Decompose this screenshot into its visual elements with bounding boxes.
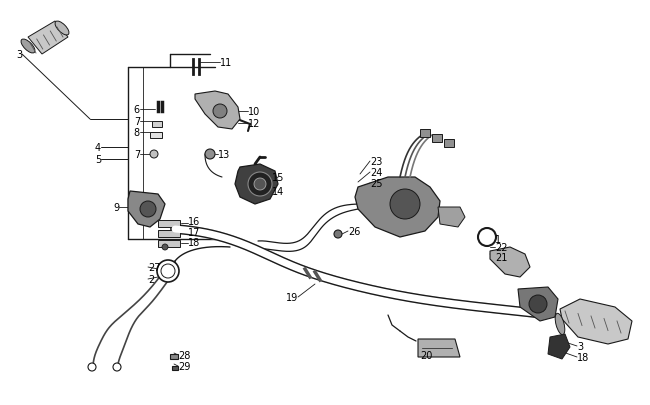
- Circle shape: [161, 264, 175, 278]
- Polygon shape: [560, 299, 632, 344]
- Bar: [158, 230, 180, 237]
- Polygon shape: [355, 177, 440, 237]
- Bar: [170, 354, 178, 359]
- Bar: [444, 140, 454, 148]
- Text: 22: 22: [495, 243, 508, 252]
- Circle shape: [113, 363, 121, 371]
- Bar: [150, 133, 162, 139]
- Text: 25: 25: [370, 179, 382, 189]
- Text: 3: 3: [16, 50, 22, 60]
- Polygon shape: [235, 164, 278, 205]
- Circle shape: [162, 244, 168, 250]
- Circle shape: [88, 363, 96, 371]
- Text: 5: 5: [95, 155, 101, 164]
- Text: 16: 16: [188, 216, 200, 226]
- Text: 3: 3: [577, 341, 583, 351]
- Polygon shape: [518, 287, 558, 321]
- Ellipse shape: [55, 22, 69, 36]
- Text: 19: 19: [286, 292, 298, 302]
- Text: 20: 20: [420, 350, 432, 360]
- Polygon shape: [128, 192, 165, 228]
- Circle shape: [248, 173, 272, 196]
- Text: 18: 18: [188, 237, 200, 247]
- Bar: [152, 122, 162, 128]
- Circle shape: [157, 260, 179, 282]
- Text: 2: 2: [148, 274, 154, 284]
- Text: 18: 18: [577, 352, 590, 362]
- Circle shape: [334, 230, 342, 239]
- Text: 13: 13: [218, 149, 230, 160]
- Text: 10: 10: [248, 107, 260, 117]
- Text: 26: 26: [348, 226, 360, 237]
- Bar: [420, 130, 430, 138]
- Text: 15: 15: [272, 173, 285, 183]
- Text: 7: 7: [134, 149, 140, 160]
- Text: 27: 27: [148, 262, 161, 272]
- Polygon shape: [490, 247, 530, 277]
- Circle shape: [254, 179, 266, 190]
- Text: 17: 17: [188, 228, 200, 237]
- Polygon shape: [28, 22, 68, 55]
- Text: 23: 23: [370, 157, 382, 166]
- Circle shape: [390, 190, 420, 220]
- Circle shape: [140, 202, 156, 217]
- Circle shape: [150, 151, 158, 159]
- Text: 6: 6: [134, 105, 140, 115]
- Polygon shape: [195, 92, 240, 130]
- Text: 28: 28: [178, 350, 190, 360]
- Text: 7: 7: [134, 117, 140, 127]
- Bar: [158, 220, 180, 228]
- Text: 24: 24: [370, 168, 382, 177]
- Text: 9: 9: [113, 202, 119, 213]
- Polygon shape: [438, 207, 465, 228]
- Polygon shape: [548, 334, 570, 359]
- Bar: [172, 366, 178, 370]
- Text: 12: 12: [248, 119, 261, 129]
- Text: 21: 21: [495, 252, 508, 262]
- Ellipse shape: [555, 313, 565, 335]
- Ellipse shape: [21, 40, 35, 54]
- Polygon shape: [418, 339, 460, 357]
- Text: 14: 14: [272, 187, 284, 196]
- Text: 1: 1: [495, 234, 501, 244]
- Text: 29: 29: [178, 361, 190, 371]
- Text: 4: 4: [95, 143, 101, 153]
- Bar: [432, 135, 442, 143]
- Bar: [158, 241, 180, 247]
- Circle shape: [478, 228, 496, 246]
- Circle shape: [529, 295, 547, 313]
- Text: 11: 11: [220, 58, 232, 68]
- Text: 8: 8: [134, 128, 140, 138]
- Circle shape: [213, 105, 227, 119]
- Circle shape: [205, 149, 215, 160]
